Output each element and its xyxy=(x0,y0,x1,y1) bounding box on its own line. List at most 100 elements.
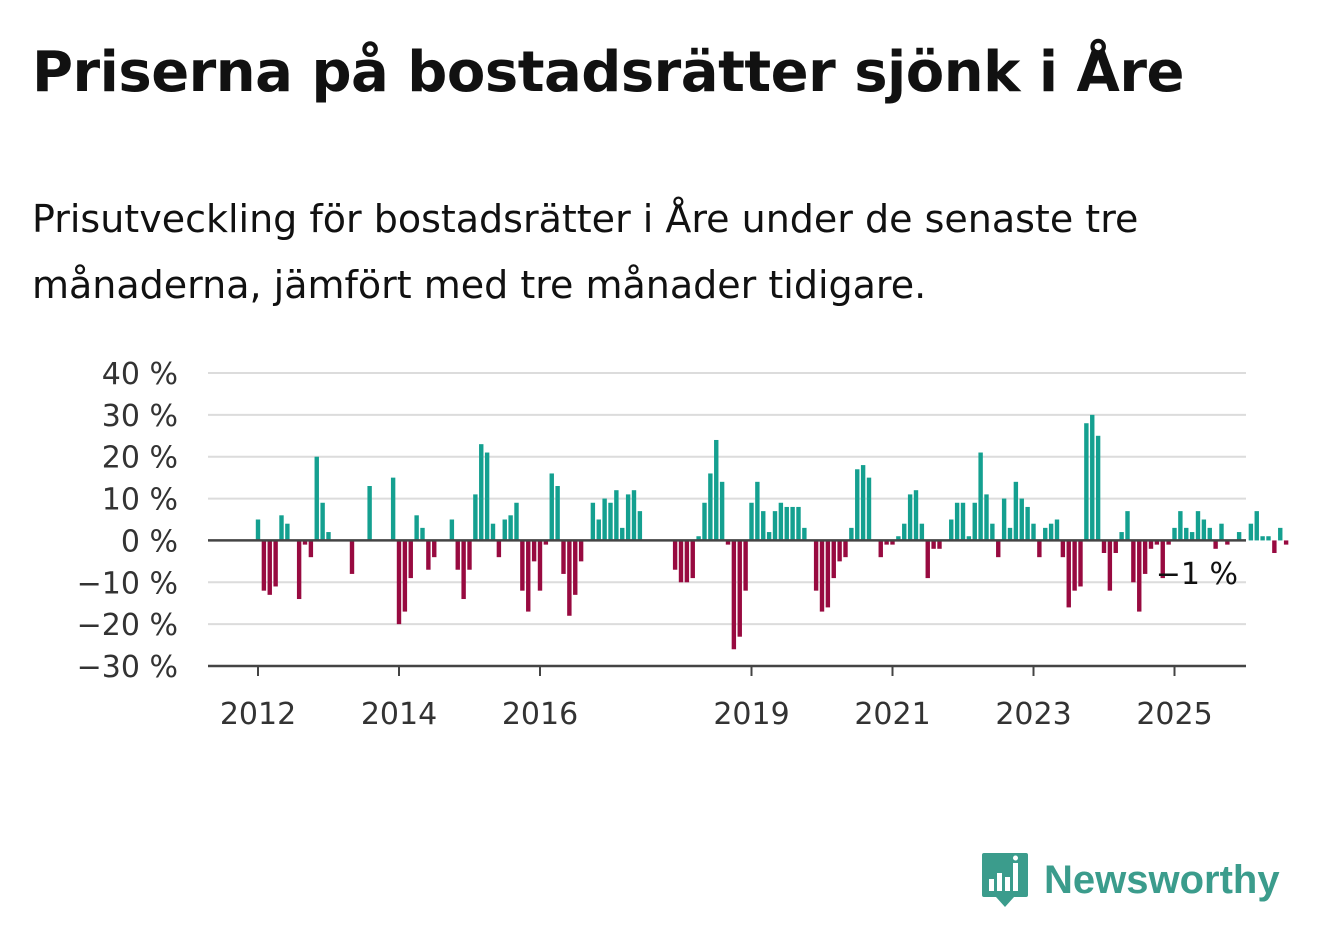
bar xyxy=(743,540,748,591)
bar xyxy=(678,540,684,583)
bar xyxy=(602,498,607,541)
bar xyxy=(1101,540,1107,553)
bar xyxy=(1113,540,1118,553)
bar xyxy=(578,540,584,562)
y-tick-label: −30 % xyxy=(77,650,178,685)
bar xyxy=(831,540,836,579)
bar xyxy=(960,502,966,541)
bar xyxy=(426,540,431,570)
bar xyxy=(890,540,895,545)
latest-value-label: −1 % xyxy=(1156,557,1238,592)
bar xyxy=(1254,511,1259,541)
bar xyxy=(420,527,425,541)
bar xyxy=(520,540,525,591)
axes xyxy=(208,539,1246,676)
x-tick-label: 2016 xyxy=(502,697,578,732)
bar xyxy=(349,540,355,574)
bar xyxy=(719,481,725,541)
bar xyxy=(966,536,972,541)
bar xyxy=(461,540,466,600)
bar xyxy=(737,540,742,637)
bar xyxy=(1054,519,1060,541)
x-tick-label: 2012 xyxy=(220,697,296,732)
bar xyxy=(984,494,989,541)
bar xyxy=(526,540,531,612)
y-tick-label: 20 % xyxy=(102,441,178,476)
bar xyxy=(596,519,601,541)
bar xyxy=(402,540,408,612)
bar xyxy=(296,540,302,600)
bar xyxy=(1084,423,1089,541)
bar xyxy=(1125,511,1130,541)
bar xyxy=(1272,540,1277,553)
bar xyxy=(502,519,507,541)
bar xyxy=(614,490,619,541)
x-tick-label: 2021 xyxy=(854,697,930,732)
bar xyxy=(931,540,936,549)
bar xyxy=(1019,498,1024,541)
y-tick-label: −10 % xyxy=(77,566,178,601)
bar xyxy=(1119,532,1124,541)
bar xyxy=(1283,540,1289,545)
bar xyxy=(432,540,437,558)
bar xyxy=(913,490,919,541)
gridlines xyxy=(208,372,1246,626)
bar xyxy=(1207,527,1212,541)
bar xyxy=(1166,540,1171,545)
bar xyxy=(514,502,519,541)
bar-chart: 40 % 30 % 20 % 10 % 0 % −10 % −20 % −30 % 2012 20… xyxy=(77,357,1289,732)
bar xyxy=(496,540,502,558)
bar xyxy=(1001,498,1007,541)
bar xyxy=(907,494,913,541)
bar xyxy=(608,502,613,541)
y-tick-label: 10 % xyxy=(102,483,178,518)
bar xyxy=(537,540,543,591)
bar xyxy=(1260,536,1265,541)
bar xyxy=(954,502,960,541)
bar xyxy=(1137,540,1142,612)
bar xyxy=(1048,523,1054,541)
bar xyxy=(1037,540,1042,558)
bar xyxy=(561,540,566,574)
bar xyxy=(467,540,472,570)
bar xyxy=(1060,540,1066,558)
bar xyxy=(1107,540,1113,591)
bar xyxy=(825,540,831,608)
bar xyxy=(949,519,954,541)
bar xyxy=(725,540,731,545)
newsworthy-logo-icon xyxy=(982,853,1028,907)
bar xyxy=(837,540,842,562)
bar xyxy=(285,523,290,541)
bar xyxy=(672,540,678,570)
bar xyxy=(1201,519,1207,541)
bar xyxy=(267,540,272,595)
bar xyxy=(972,502,977,541)
brand-logo: Newsworthy xyxy=(980,850,1280,910)
x-tick-label: 2019 xyxy=(713,697,789,732)
bar xyxy=(1090,414,1095,541)
bar xyxy=(690,540,695,579)
bar xyxy=(637,511,643,541)
bar xyxy=(684,540,690,583)
bar xyxy=(896,536,901,541)
bar xyxy=(308,540,314,558)
brand-name: Newsworthy xyxy=(1044,857,1280,902)
bar xyxy=(1219,523,1224,541)
bar xyxy=(279,515,284,541)
bar xyxy=(473,494,478,541)
bar xyxy=(1195,511,1201,541)
bar xyxy=(326,532,331,541)
bar xyxy=(302,540,308,545)
bar xyxy=(1154,540,1160,545)
bar xyxy=(1007,527,1013,541)
bar xyxy=(1131,540,1136,583)
bar xyxy=(696,536,701,541)
tick-labels: 40 % 30 % 20 % 10 % 0 % −10 % −20 % −30 % 2012 20… xyxy=(77,357,1238,732)
bar xyxy=(937,540,942,549)
bar xyxy=(1031,523,1036,541)
bar xyxy=(884,540,889,545)
bar xyxy=(1066,540,1071,608)
x-tick-label: 2014 xyxy=(361,697,437,732)
bar xyxy=(255,519,261,541)
bar xyxy=(1142,540,1148,574)
